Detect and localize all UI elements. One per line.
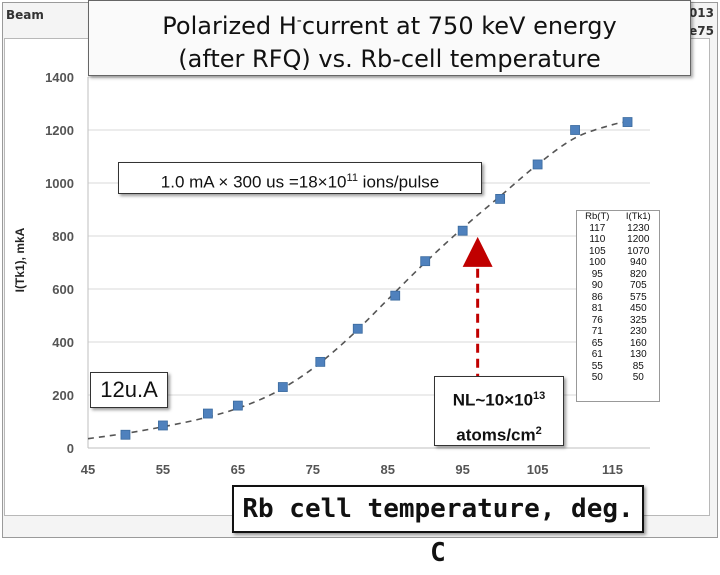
table-row: 71 230 [577,326,659,338]
table-cell-current: 230 [629,326,647,337]
table-cell-current: 1230 [627,222,650,234]
table-cell-current: 705 [629,280,647,291]
data-point [532,159,543,170]
table-cell-temperature: 50 [591,372,603,383]
x-tick-label: 95 [455,462,469,477]
table-row: 55 85 [577,361,659,373]
table-cell-temperature: 81 [591,303,603,314]
data-point [420,256,431,267]
data-point [232,400,243,411]
table-cell-current: 940 [629,257,647,268]
table-cell-temperature: 110 [589,234,606,245]
table-row: 117 1230 [577,223,659,235]
table-cell-current: 450 [629,303,647,314]
y-tick-label: 1000 [45,176,74,191]
table-row: 95 820 [577,269,659,281]
title-line-2: (after RFQ) vs. Rb-cell temperature [178,45,601,73]
table-cell-current: 50 [632,372,644,383]
table-cell-temperature: 61 [591,349,603,360]
y-tick-label: 0 [67,441,74,456]
data-point [570,125,580,135]
table-header-temperature: Rb(T) [585,211,610,222]
x-tick-label: 45 [81,462,95,477]
x-tick-label: 105 [527,462,549,477]
table-row: 50 50 [577,372,659,384]
header-right-label-1: 013 [688,6,714,20]
table-row: 90 705 [577,280,659,292]
x-tick-label: 115 [602,462,623,477]
data-point [352,323,363,334]
data-point [120,429,131,440]
table-cell-current: 85 [632,360,644,372]
table-cell-temperature: 71 [591,326,603,337]
table-row: 100 940 [577,257,659,269]
table-cell-current: 575 [629,291,647,303]
data-point [457,225,468,236]
table-row: 76 325 [577,315,659,327]
table-cell-temperature: 55 [591,360,603,372]
density-annotation: NL~10×1013 atoms/cm2 [434,376,564,446]
table-header-current: I(Tk1) [625,211,651,222]
data-point [277,382,288,392]
table-cell-temperature: 100 [588,257,606,268]
table-cell-temperature: 117 [589,222,606,234]
table-cell-current: 130 [629,349,647,360]
y-tick-label: 1400 [45,70,74,85]
x-tick-label: 55 [156,462,170,477]
y-tick-label: 600 [52,282,74,297]
data-point [158,420,168,431]
table-cell-temperature: 86 [591,291,603,303]
current-annotation: 12u.A [90,372,168,408]
density-line-1: NL~10×1013 [452,390,546,410]
table-row: 81 450 [577,303,659,315]
density-line-2: atoms/cm2 [456,424,542,445]
table-row: 105 1070 [577,246,659,258]
table-cell-temperature: 95 [591,268,603,280]
data-point [622,117,633,127]
y-tick-label: 400 [52,335,74,350]
table-cell-current: 160 [629,337,647,349]
table-row: 110 1200 [577,234,659,246]
table-cell-temperature: 105 [588,245,606,257]
fit-curve [87,121,628,440]
x-tick-label: 75 [306,462,320,477]
table-cell-current: 1070 [627,245,650,257]
data-table: Rb(T) I(Tk1) 117 1230 110 1200 105 1070 100 940… [576,210,660,402]
table-cell-current: 325 [629,314,647,326]
chart-title: Polarized H-current at 750 keV energy (a… [88,0,691,76]
y-tick-label: 1200 [45,123,74,138]
data-point [495,193,506,204]
data-point [315,356,326,367]
table-cell-temperature: 90 [591,280,603,291]
table-row: 61 130 [577,349,659,361]
header-right-label-2: e75 [689,24,714,38]
x-axis-label: Rb cell temperature, deg. C [232,485,644,568]
y-tick-label: 200 [52,388,74,403]
data-point [390,290,401,301]
table-row: 86 575 [577,292,659,304]
table-cell-temperature: 76 [591,314,603,326]
table-cell-current: 1200 [627,234,650,245]
table-cell-current: 820 [629,268,647,280]
header-left-label: Beam [6,8,44,22]
data-point [202,408,213,419]
ions-per-pulse-annotation: 1.0 mA × 300 us =18×1011 ions/pulse [118,162,482,194]
table-cell-temperature: 65 [591,337,603,349]
y-tick-label: 800 [52,229,74,244]
table-row: 65 160 [577,338,659,350]
y-axis-label: I(Tk1), mkA [13,227,27,292]
x-tick-label: 65 [231,462,245,477]
title-line-1: Polarized H-current at 750 keV energy [162,12,617,40]
x-tick-label: 85 [380,462,394,477]
